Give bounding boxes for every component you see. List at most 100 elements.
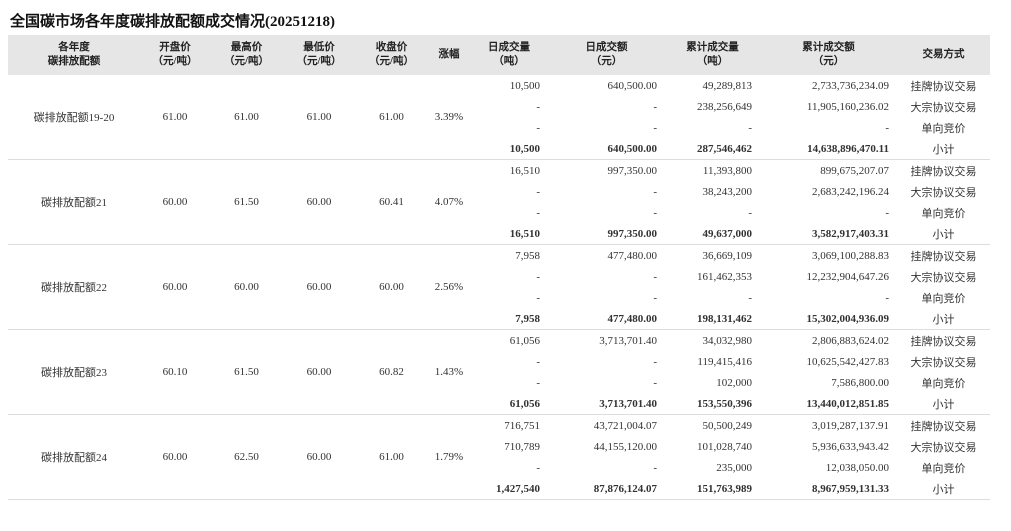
subtotal-row: 7,958 477,480.00 198,131,462 15,302,004,936… (8, 308, 990, 330)
number-cell: 16,510 (470, 223, 548, 245)
header-cell: 累计成交额 （元） (760, 35, 897, 75)
header-line: 日成交量 (488, 42, 530, 53)
number-cell: 2,733,736,234.09 (812, 79, 889, 92)
header-cell: 累计成交量 （吨） (665, 35, 760, 75)
number-cell: 11,905,160,236.02 (806, 100, 889, 113)
number-cell: 3,713,701.40 (548, 393, 665, 415)
header-line: （吨） (696, 56, 729, 67)
number-cell: 2,683,242,196.24 (812, 185, 889, 198)
number-cell: - (536, 121, 540, 134)
number-cell: 7,958 (515, 249, 540, 262)
number-cell: 34,032,980 (702, 334, 753, 347)
data-row: 碳排放配额23 60.10 61.50 60.00 60.82 1.43% 61,056 3,… (8, 329, 990, 415)
method-cell: 挂牌协议交易 (910, 80, 977, 93)
number-cell: 50,500,249 (702, 419, 753, 432)
header-line: 交易方式 (922, 49, 965, 60)
number-cell: 36,669,109 (702, 249, 753, 262)
method-cell: 大宗协议交易 (910, 101, 977, 114)
data-row: 碳排放配额21 60.00 61.50 60.00 60.41 4.07% 16,510 99… (8, 159, 990, 245)
number-cell: - (536, 291, 540, 304)
number-cell: 10,500 (470, 138, 548, 160)
method-cell: 挂牌协议交易 (910, 420, 977, 433)
number-cell: 716,751 (504, 419, 540, 432)
group-cell: 碳排放配额19-20 (8, 75, 140, 160)
method-cell: 小计 (897, 478, 990, 500)
number-cell: 7,958 (470, 308, 548, 330)
method-cell: 挂牌协议交易 (910, 165, 977, 178)
data-row: 710,789 44,155,120.00 101,028,740 5,936,633… (8, 436, 990, 457)
header-cell: 交易方式 (897, 35, 990, 75)
method-cell: 挂牌协议交易 (910, 335, 977, 348)
group-cell: 60.00 (140, 414, 210, 500)
number-cell: 10,625,542,427.83 (806, 355, 890, 368)
group-cell: 60.00 (140, 244, 210, 330)
number-cell: 3,582,917,403.31 (760, 223, 897, 245)
number-cell: 3,069,100,288.83 (812, 249, 889, 262)
method-cell: 大宗协议交易 (910, 356, 977, 369)
number-cell: - (536, 461, 540, 474)
group-cell: 60.00 (283, 159, 355, 245)
header-cell: 各年度 碳排放配额 (8, 35, 140, 75)
number-cell: 15,302,004,936.09 (760, 308, 897, 330)
number-cell: 7,586,800.00 (831, 376, 889, 389)
number-cell: 12,038,050.00 (825, 461, 889, 474)
number-cell: 710,789 (504, 440, 540, 453)
data-row: - - 238,256,649 11,905,160,236.02 大宗协议交易 (8, 96, 990, 117)
group-cell: 60.00 (355, 244, 428, 330)
group-cell: 60.00 (283, 244, 355, 330)
header-line: （元/吨） (369, 56, 414, 67)
method-cell: 挂牌协议交易 (910, 250, 977, 263)
group-cell: 碳排放配额23 (8, 329, 140, 415)
number-cell: - (536, 270, 540, 283)
header-line: （元/吨） (296, 56, 342, 67)
number-cell: 161,462,353 (697, 270, 752, 283)
header-line: 最高价 (230, 42, 263, 53)
number-cell: 640,500.00 (607, 79, 658, 92)
table: 各年度 碳排放配额 开盘价 （元/吨） 最高价 （元/吨） 最低价 （元/吨） 收盘价 （元/吨）… (8, 35, 990, 500)
number-cell: 101,028,740 (697, 440, 752, 453)
method-cell: 单向竞价 (921, 462, 966, 475)
data-row: - - 235,000 12,038,050.00 单向竞价 (8, 457, 990, 478)
number-cell: 16,510 (509, 164, 540, 177)
number-cell: 119,415,416 (697, 355, 752, 368)
group-cell: 碳排放配额21 (8, 159, 140, 245)
header-cell: 最低价 （元/吨） (283, 35, 355, 75)
method-cell: 小计 (897, 223, 990, 245)
method-cell: 单向竞价 (921, 122, 966, 135)
method-cell: 单向竞价 (921, 377, 966, 390)
number-cell: - (653, 121, 657, 134)
number-cell: - (653, 376, 657, 389)
data-row: - - - - 单向竞价 (8, 287, 990, 308)
group-cell: 61.00 (283, 75, 355, 160)
method-cell: 大宗协议交易 (910, 271, 977, 284)
header-line: 累计成交额 (802, 42, 855, 53)
number-cell: 61,056 (509, 334, 540, 347)
number-cell: - (653, 461, 657, 474)
data-row: - - 119,415,416 10,625,542,427.83 大宗协议交易 (8, 351, 990, 372)
number-cell: - (748, 121, 752, 134)
header-line: 涨幅 (438, 49, 460, 60)
group-cell: 60.00 (210, 244, 283, 330)
header-line: 收盘价 (375, 42, 408, 53)
data-row: 碳排放配额22 60.00 60.00 60.00 60.00 2.56% 7,958 477… (8, 244, 990, 330)
number-cell: 640,500.00 (548, 138, 665, 160)
header-cell: 最高价 （元/吨） (210, 35, 283, 75)
number-cell: - (653, 270, 657, 283)
number-cell: 477,480.00 (548, 308, 665, 330)
group-cell: 61.50 (210, 329, 283, 415)
number-cell: 14,638,896,470.11 (760, 138, 897, 160)
data-row: 碳排放配额19-20 61.00 61.00 61.00 61.00 3.39% 10,50… (8, 75, 990, 160)
method-cell: 小计 (897, 138, 990, 160)
data-row: - - 38,243,200 2,683,242,196.24 大宗协议交易 (8, 181, 990, 202)
data-row: - - - - 单向竞价 (8, 117, 990, 138)
subtotal-row: 1,427,540 87,876,124.07 151,763,989 8,967,9… (8, 478, 990, 500)
title: 全国碳市场各年度碳排放配额成交情况(20251218) (10, 14, 335, 30)
group-cell: 4.07% (428, 159, 470, 245)
header-cell: 收盘价 （元/吨） (355, 35, 428, 75)
group-cell: 60.10 (140, 329, 210, 415)
method-cell: 小计 (897, 308, 990, 330)
header-line: （元/吨） (152, 56, 198, 67)
header-line: 日成交额 (585, 42, 628, 53)
data-row: - - 102,000 7,586,800.00 单向竞价 (8, 372, 990, 393)
number-cell: 87,876,124.07 (548, 478, 665, 500)
